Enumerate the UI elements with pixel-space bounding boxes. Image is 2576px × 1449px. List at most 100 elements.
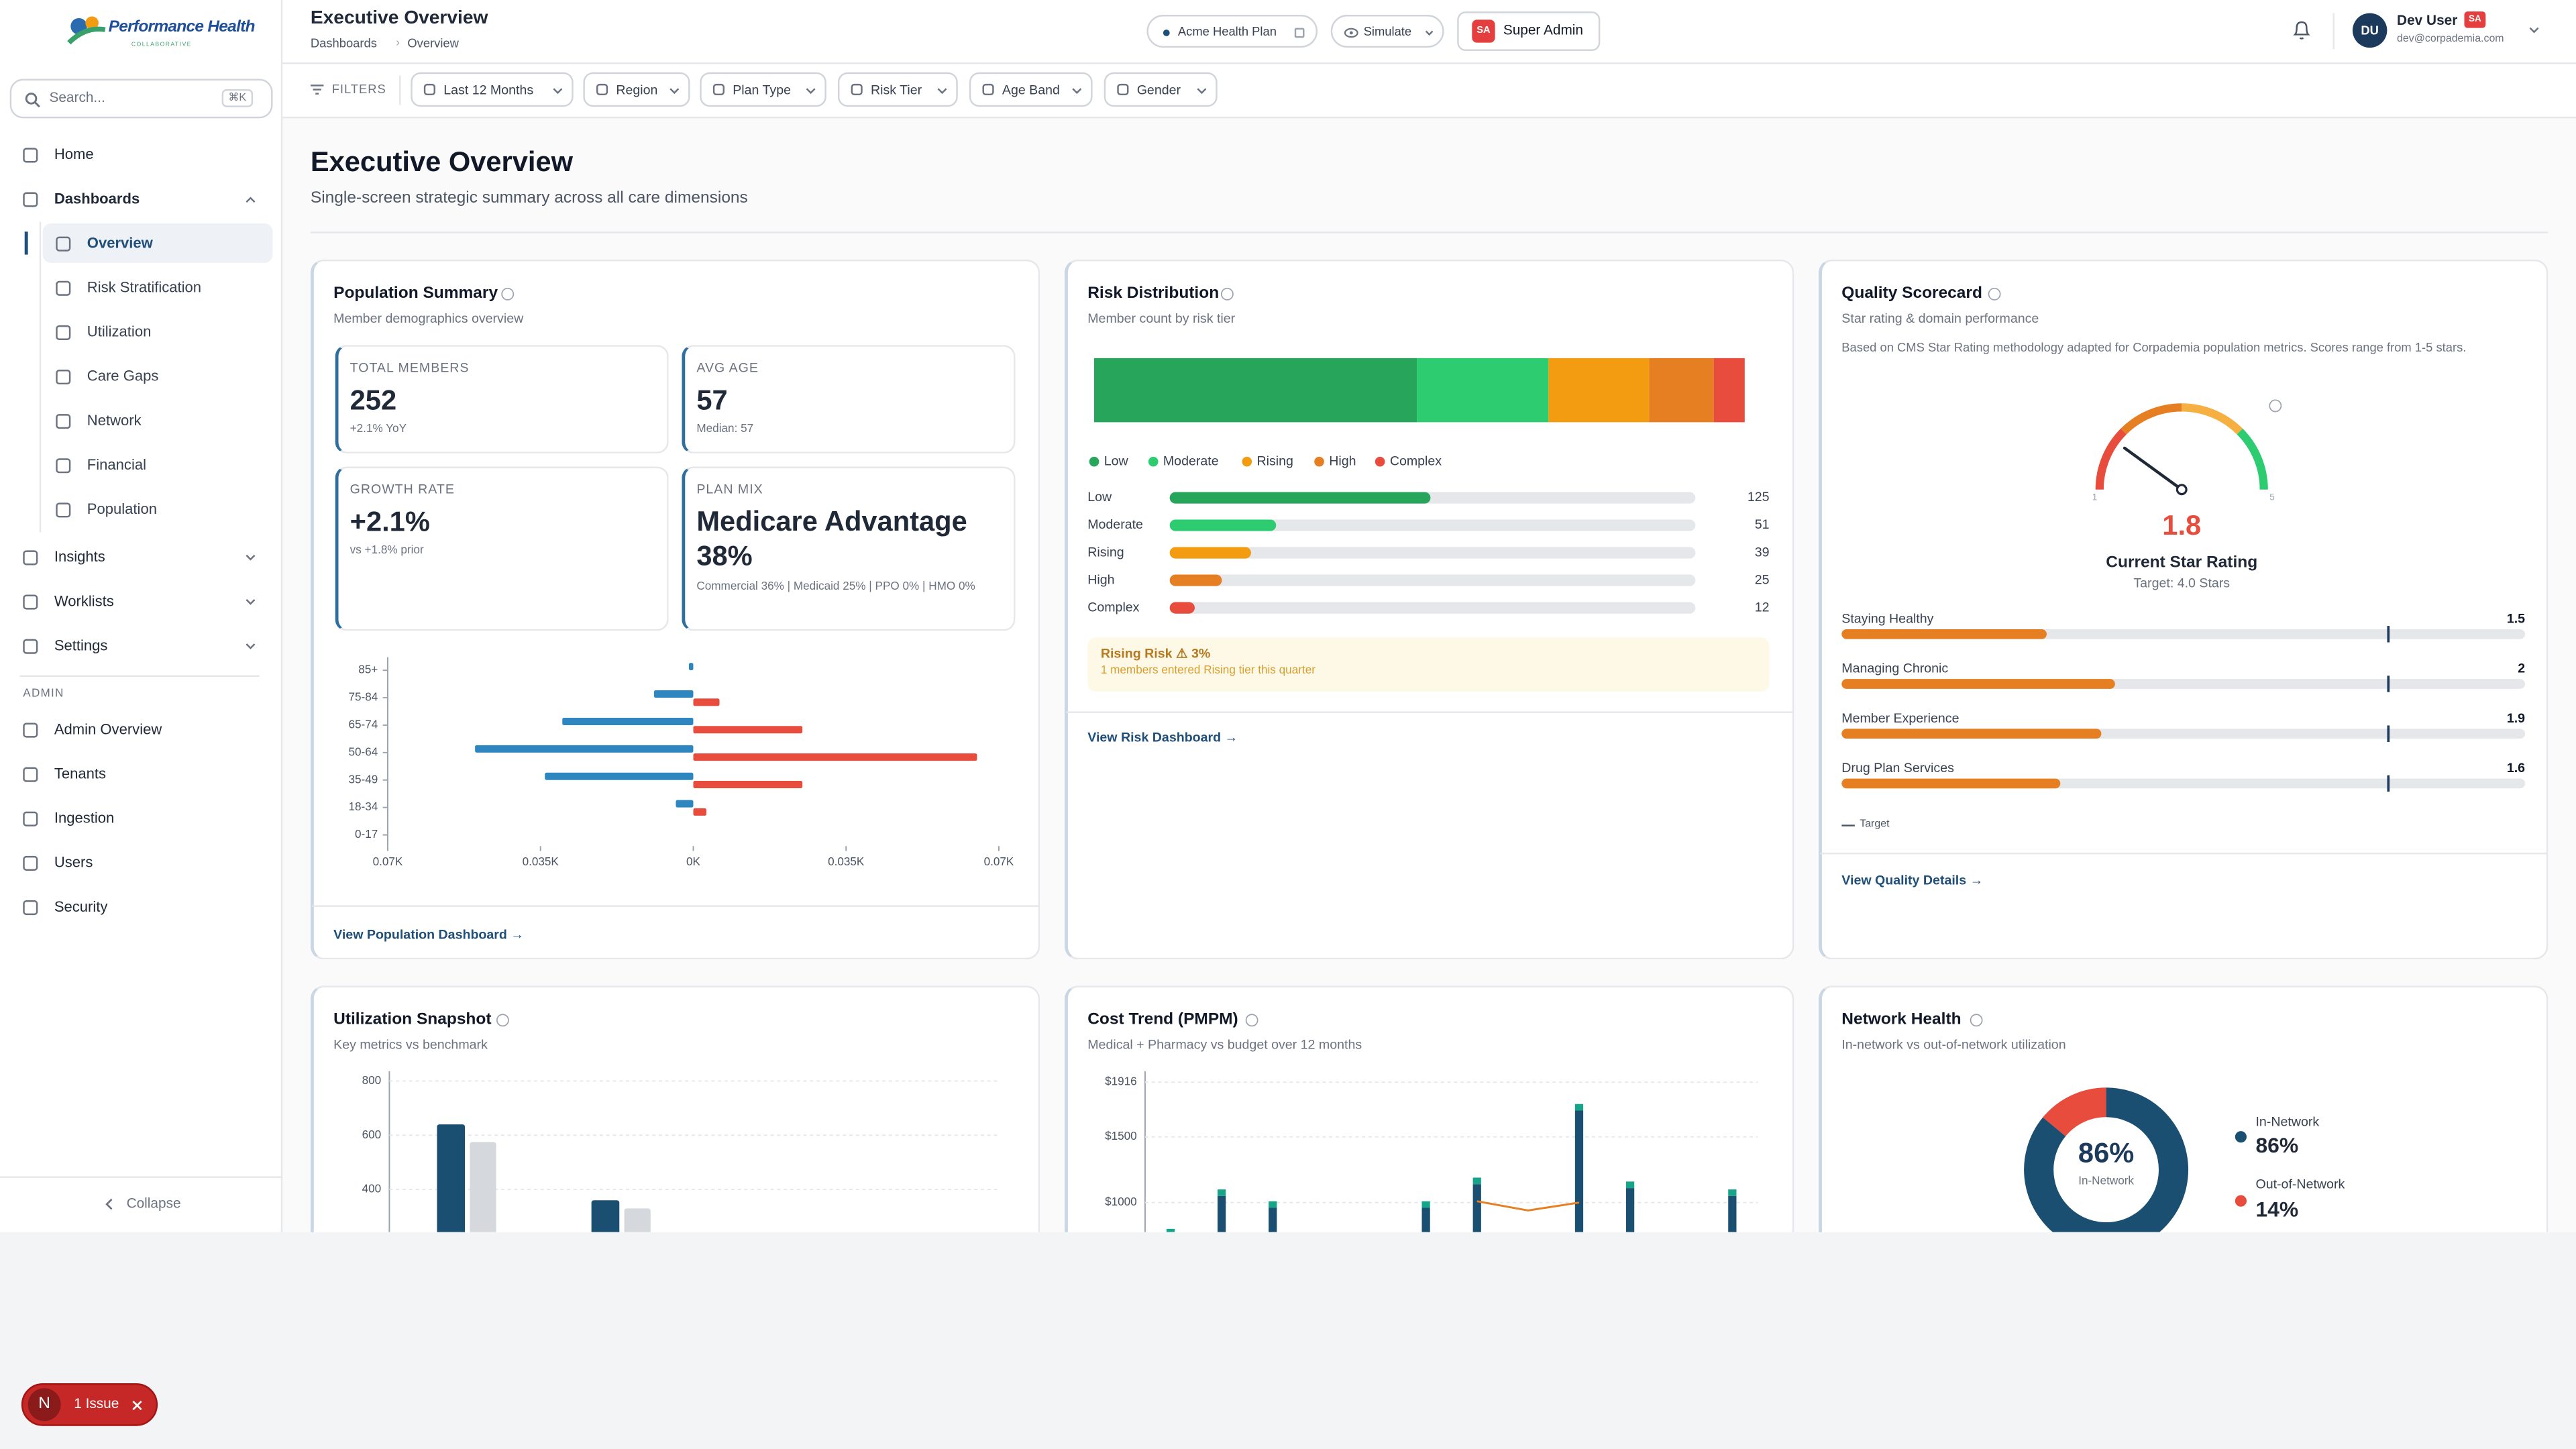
card-subtitle: Member count by risk tier [1087, 311, 1236, 326]
line [1477, 1200, 1580, 1212]
filter-pill[interactable]: Region [583, 72, 690, 107]
role-switcher[interactable]: SA Super Admin [1457, 11, 1601, 51]
utilization-card [310, 985, 1040, 1232]
domain-value: 2 [2518, 661, 2525, 676]
nav-item[interactable]: Users [54, 854, 93, 871]
donut-segment [2024, 1087, 2189, 1232]
filter-icon [1117, 83, 1129, 96]
nav-subitem[interactable]: Network [87, 412, 142, 429]
card-link[interactable]: View Population Dashboard → [333, 927, 524, 943]
header-title: Executive Overview [310, 9, 488, 29]
row-value: 12 [1755, 600, 1770, 614]
chevron [246, 554, 256, 561]
filter-label: Gender [1136, 83, 1181, 98]
filter-pill[interactable]: Plan Type [700, 72, 826, 107]
nav-item[interactable]: Home [54, 146, 94, 163]
nav-icon [23, 594, 38, 609]
y-tick-label: $1000 [1105, 1195, 1137, 1208]
bar [688, 663, 694, 671]
nav-item[interactable]: Security [54, 898, 108, 915]
card-title: Network Health [1841, 1010, 1962, 1029]
breadcrumb[interactable]: Dashboards [310, 36, 377, 51]
avatar[interactable]: DU [2352, 13, 2387, 48]
nav-item[interactable]: Tenants [54, 765, 107, 782]
nav-active-bg [42, 223, 273, 263]
stat-box [682, 466, 1016, 631]
row-label: High [1087, 572, 1114, 587]
divider [399, 75, 401, 105]
bar-segment [1421, 1201, 1430, 1208]
stat-label: TOTAL MEMBERS [350, 360, 470, 376]
divider [312, 905, 1038, 907]
nav-item[interactable]: Worklists [54, 592, 114, 610]
collapse-label: Collapse [126, 1194, 181, 1212]
bar [693, 808, 706, 816]
plan-selector[interactable]: Acme Health Plan [1146, 15, 1318, 48]
issue-icon: N [28, 1388, 61, 1421]
filter-pill[interactable]: Risk Tier [837, 72, 958, 107]
divider [1066, 711, 1792, 713]
filter-pill[interactable]: Last 12 Months [411, 72, 574, 107]
y-tick-label: 400 [362, 1182, 382, 1195]
filter-label: Last 12 Months [443, 83, 534, 98]
user-menu-chevron[interactable] [2528, 26, 2540, 34]
nav-item[interactable]: Admin Overview [54, 720, 162, 738]
legend-label: In-Network [2255, 1114, 2320, 1130]
nav-item[interactable]: Ingestion [54, 809, 115, 826]
issue-badge[interactable]: N 1 Issue [21, 1383, 158, 1426]
filter-label: Plan Type [733, 83, 792, 98]
divider [19, 675, 260, 677]
filter-pill[interactable]: Gender [1104, 72, 1218, 107]
nav-subitem[interactable]: Care Gaps [87, 368, 159, 384]
nav-icon [23, 899, 38, 914]
x-tick-label: 0K [686, 855, 701, 868]
bar [1169, 602, 1195, 614]
domain-value: 1.6 [2507, 761, 2525, 775]
gauge-max: 5 [2269, 492, 2274, 502]
filter-icon [423, 83, 435, 96]
nav-subitem[interactable]: Population [87, 500, 157, 518]
stacked-segment [1094, 358, 1417, 423]
row-label: Moderate [1087, 517, 1143, 532]
nav-item[interactable]: Insights [54, 548, 105, 566]
bar-track [1169, 574, 1696, 586]
collapse-button[interactable]: Collapse [99, 1189, 197, 1219]
bar-segment [1472, 1177, 1481, 1185]
notifications-bell[interactable] [2292, 19, 2311, 41]
eye-icon [1344, 28, 1358, 38]
legend-label: Rising [1256, 453, 1293, 468]
bar [1841, 679, 2115, 689]
gauge-arc [2182, 403, 2243, 435]
nav-subitem[interactable]: Utilization [87, 323, 152, 340]
sidebar: Performance Health COLLABORATIVE Search.… [0, 0, 283, 1232]
card-link[interactable]: View Risk Dashboard → [1087, 730, 1238, 745]
nav-subitem[interactable]: Financial [87, 456, 147, 473]
nav-icon [23, 722, 38, 737]
legend-value: 14% [2255, 1197, 2299, 1222]
nav-subitem[interactable]: Risk Stratification [87, 278, 202, 296]
quality-card [1819, 259, 2548, 960]
filter-pill[interactable]: Age Band [969, 72, 1093, 107]
legend-label: Low [1104, 453, 1129, 468]
issue-dismiss[interactable] [131, 1400, 143, 1411]
search-box[interactable]: Search... ⌘K [9, 78, 273, 119]
nav-item[interactable]: Settings [54, 637, 108, 654]
alert-box [1087, 637, 1770, 692]
chevron [669, 88, 680, 95]
stat-box [682, 345, 1016, 453]
card-title: Utilization Snapshot [333, 1010, 492, 1029]
donut-center-label: In-Network [2078, 1173, 2134, 1187]
simulate-button[interactable]: Simulate [1330, 15, 1444, 48]
row-value: 125 [1748, 490, 1770, 504]
legend-dot [2235, 1131, 2247, 1143]
domain-value: 1.5 [2507, 611, 2525, 626]
filter-icon [596, 83, 608, 96]
nav-subitem[interactable]: Overview [87, 234, 153, 252]
gauge-arc [2121, 403, 2182, 435]
card-title: Risk Distribution [1087, 284, 1220, 303]
row-value: 25 [1755, 572, 1770, 587]
card-link[interactable]: View Quality Details → [1841, 873, 1984, 888]
bar [437, 1124, 466, 1232]
role-badge: SA [1472, 19, 1495, 43]
nav-item[interactable]: Dashboards [54, 190, 140, 207]
